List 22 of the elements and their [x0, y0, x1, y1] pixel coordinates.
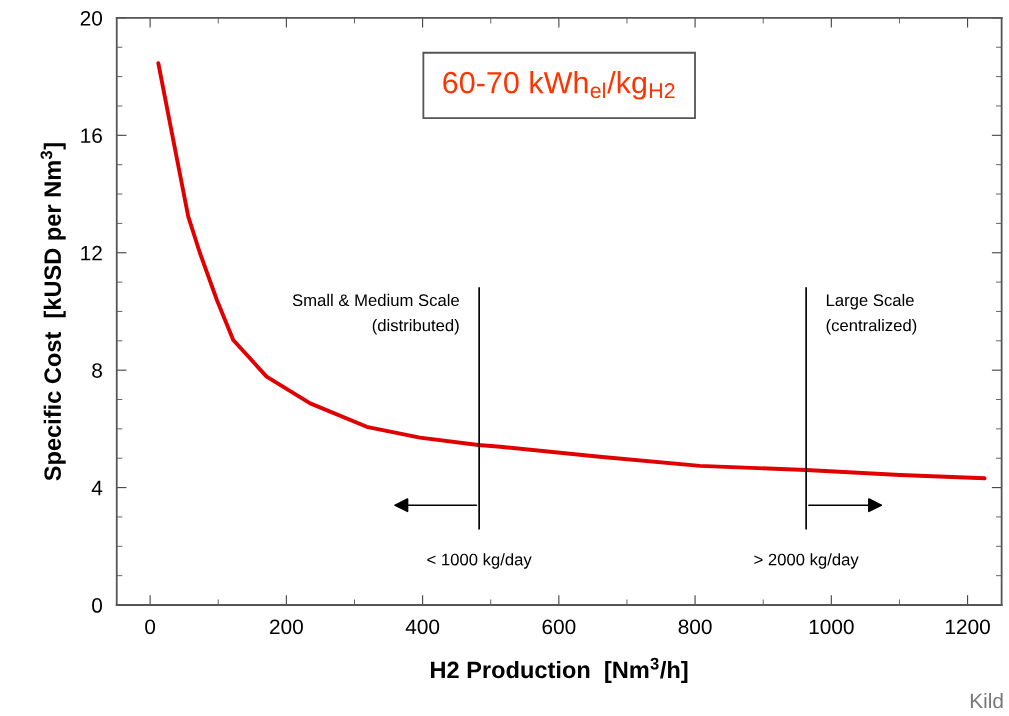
line-series [156, 61, 987, 481]
y-tick-label: 12 [81, 245, 102, 261]
annotation: < 1000 kg/day [427, 553, 532, 569]
ref-line-label: Small & Medium Scale (distributed) [292, 293, 459, 335]
text: Kild [970, 693, 1003, 709]
y-tick-label: 20 [80, 10, 103, 26]
x-tick-label: 200 [270, 619, 303, 635]
x-tick-label: 1200 [945, 619, 990, 635]
x-tick-label: 800 [678, 619, 712, 635]
y-axis-title: Specific Cost [kUSD per Nm$^{3}$] [40, 143, 66, 481]
y-tick-label: 0 [92, 598, 103, 613]
annotation: > 2000 kg/day [754, 553, 859, 569]
y-tick-label: 8 [92, 363, 102, 378]
x-tick-label: 0 [145, 619, 156, 635]
y-tick-label: 16 [81, 128, 102, 144]
x-tick-label: 600 [542, 619, 576, 635]
x-tick-label: 400 [405, 619, 440, 635]
ref-line-label: Large Scale (centralized) [826, 293, 917, 335]
y-tick-label: 4 [91, 480, 103, 496]
x-axis-title: H2 Production [Nm$^{3}$/h] [431, 657, 688, 683]
annotation: 60-70 kWh$_{el}$/kg$_{H2}$ [443, 71, 675, 100]
x-tick-label: 1000 [809, 619, 854, 635]
